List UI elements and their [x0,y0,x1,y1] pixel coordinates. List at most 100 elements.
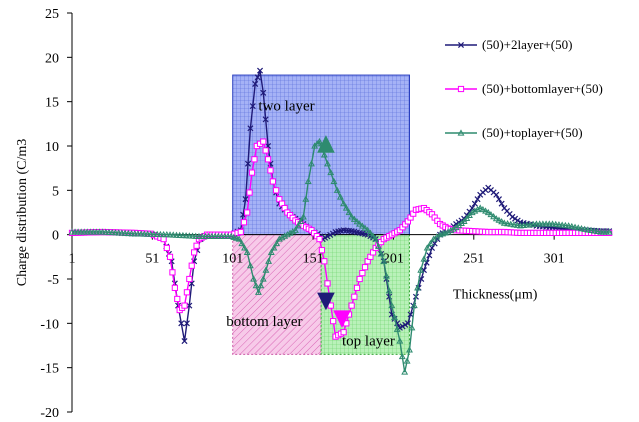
data-point [447,226,455,234]
data-point [179,231,187,239]
data-point [254,74,261,81]
data-point [262,147,269,154]
data-point [320,151,328,158]
data-point [324,280,331,287]
data-point [118,229,126,236]
data-point [183,289,191,296]
data-point [289,228,297,235]
data-point [242,196,249,203]
data-point [302,195,310,202]
data-point [417,266,425,273]
x-tick-label: 301 [544,252,565,267]
data-point [169,231,177,238]
data-point [176,231,184,238]
data-point [549,220,556,227]
data-point [495,196,502,203]
data-point [251,156,258,163]
data-point [195,232,203,240]
data-point [318,247,326,254]
data-point [241,244,248,251]
data-point [351,293,358,300]
data-point [353,218,361,225]
data-point [403,357,411,364]
data-point [393,325,401,332]
data-point [420,255,428,262]
data-point [574,224,582,231]
data-point [218,232,225,240]
legend-item: (50)+toplayer+(50) [445,125,583,140]
data-point [299,213,307,220]
data-point [160,230,168,238]
data-point [504,220,511,227]
data-point [342,204,350,211]
data-point [144,230,151,237]
legend-label: (50)+2layer+(50) [482,37,572,52]
data-point [578,225,585,232]
data-point [147,230,155,237]
data-point [449,225,457,232]
data-point [533,220,540,227]
data-point [294,222,302,229]
data-point [166,231,174,238]
data-point [463,214,471,221]
data-point [356,275,363,283]
data-point [428,244,436,251]
data-point [269,178,276,185]
data-point [457,129,465,136]
data-point [330,177,338,185]
data-point [466,211,473,219]
data-point [423,244,431,251]
y-tick-label: 5 [52,184,59,199]
data-point [108,228,116,236]
data-point [248,169,256,176]
data-point [249,103,256,110]
x-tick-label: 151 [303,252,324,267]
y-axis-title: Charge distribution (C/m3 [15,139,30,287]
data-point [262,116,269,123]
data-point [336,193,344,200]
data-point [385,287,393,294]
data-point [150,230,158,237]
legend-item: (50)+2layer+(50) [445,37,572,52]
region-two-layer [232,74,410,236]
data-point [539,220,547,227]
data-point [542,220,550,227]
data-point [169,269,176,276]
data-point [487,210,495,218]
data-point [509,213,516,220]
data-point [366,229,374,236]
data-point [350,215,358,222]
data-point [273,239,281,247]
data-point [340,200,348,207]
data-point [507,220,515,227]
data-point [257,282,265,289]
data-point [247,125,254,132]
data-point [163,244,170,252]
data-point [474,196,481,203]
data-point [584,226,592,233]
data-point [221,232,229,240]
data-point [410,301,418,309]
data-point [512,215,519,222]
data-point [182,232,190,239]
data-point [493,191,500,198]
data-point [208,232,216,240]
data-point [552,220,560,227]
data-point [545,220,553,227]
data-point [383,272,390,279]
data-point [297,217,305,224]
data-point [131,230,139,237]
data-point [153,230,161,237]
data-point [264,156,272,163]
data-point [474,205,481,213]
x-tick-label: 251 [463,252,484,267]
y-tick-label: -5 [47,273,59,288]
data-point [482,207,490,214]
data-point [183,320,190,327]
data-point [348,302,355,309]
y-tick-label: 0 [52,229,59,244]
data-point [498,218,506,225]
data-point [316,236,323,243]
data-point [304,177,312,185]
data-point [426,252,433,259]
